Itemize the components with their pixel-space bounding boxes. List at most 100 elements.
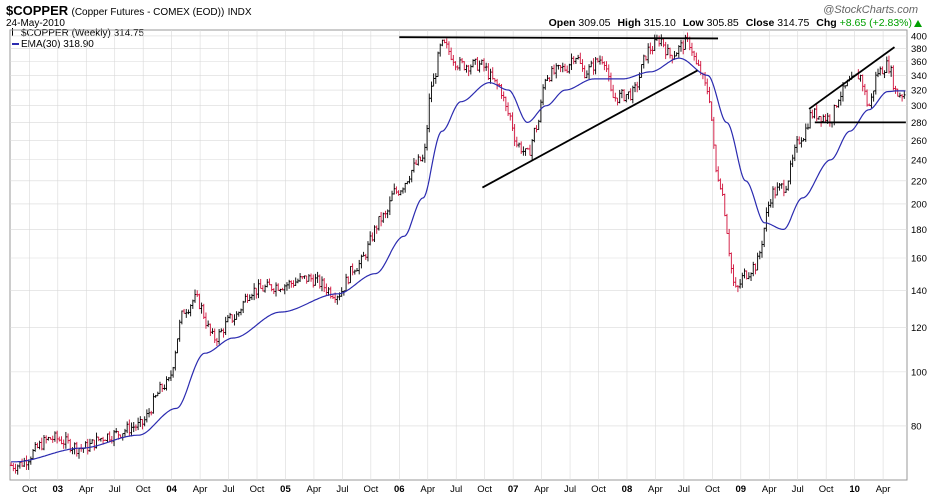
price-bar xyxy=(627,91,630,100)
price-bar xyxy=(233,314,236,326)
price-bar xyxy=(241,300,245,314)
exchange: INDX xyxy=(227,7,252,18)
price-bar xyxy=(467,64,470,77)
price-bar xyxy=(136,417,140,431)
plot-frame xyxy=(9,29,908,481)
price-bar xyxy=(353,269,357,275)
price-bar xyxy=(268,278,271,286)
x-tick-label: Apr xyxy=(193,484,208,495)
price-bar xyxy=(887,55,891,74)
stockcharts-logo: @StockCharts.com xyxy=(823,4,918,16)
price-bar xyxy=(662,38,665,48)
x-tick-label: 04 xyxy=(166,484,177,495)
price-bar xyxy=(14,463,17,474)
price-bar xyxy=(75,441,79,457)
price-bar xyxy=(209,323,212,337)
trendline xyxy=(399,36,719,40)
price-bar xyxy=(130,422,133,437)
price-bar xyxy=(427,93,431,133)
legend-price-label: $COPPER (Weekly) 314.75 xyxy=(21,28,145,39)
x-tick-label: Oct xyxy=(705,484,720,495)
price-bar xyxy=(25,455,28,471)
ema-line xyxy=(11,57,906,463)
price-bar xyxy=(114,428,118,434)
price-bar xyxy=(773,186,777,199)
chart-date: 24-May-2010 xyxy=(6,18,65,29)
price-bar xyxy=(528,144,532,156)
price-bar xyxy=(633,82,637,93)
price-bar xyxy=(325,283,328,296)
price-bar xyxy=(561,62,565,73)
price-bar xyxy=(228,312,232,319)
low-value: 305.85 xyxy=(706,17,739,29)
price-bar xyxy=(754,263,757,275)
legend: $COPPER (Weekly) 314.75 EMA(30) 318.90 xyxy=(12,28,144,50)
price-bar xyxy=(204,312,208,329)
trendline xyxy=(808,46,896,110)
price-bar xyxy=(622,89,626,102)
y-tick-label: 160 xyxy=(911,253,927,264)
price-bar xyxy=(690,42,694,56)
price-bar xyxy=(77,448,81,459)
price-bar xyxy=(373,225,376,242)
price-bar xyxy=(123,428,127,437)
price-bar xyxy=(618,89,622,104)
price-bar xyxy=(760,240,764,258)
y-tick-label: 280 xyxy=(911,118,927,129)
price-bar xyxy=(806,123,810,130)
price-bar xyxy=(320,276,324,292)
price-bar xyxy=(292,280,295,288)
x-tick-label: 10 xyxy=(849,484,860,495)
price-bar xyxy=(86,438,90,455)
price-bar xyxy=(800,137,803,148)
price-bar xyxy=(631,85,635,104)
x-tick-label: Jul xyxy=(109,484,121,495)
price-bar xyxy=(349,265,352,284)
price-bar xyxy=(134,424,138,431)
price-bar xyxy=(524,148,527,156)
price-bar xyxy=(491,67,495,80)
price-bar xyxy=(786,180,790,191)
price-bar xyxy=(252,283,256,301)
price-bar xyxy=(64,431,68,449)
price-bar xyxy=(377,215,381,231)
price-bar xyxy=(200,302,203,314)
price-bar xyxy=(730,252,733,274)
price-bar xyxy=(189,304,192,317)
symbol-description: (Copper Futures - COMEX (EOD)) xyxy=(71,7,225,18)
y-tick-label: 100 xyxy=(911,367,927,378)
price-bar xyxy=(668,47,672,59)
price-bar xyxy=(184,308,188,318)
y-tick-label: 380 xyxy=(911,44,927,55)
price-bar xyxy=(725,213,729,234)
price-bar xyxy=(861,74,864,92)
x-tick-label: Apr xyxy=(876,484,891,495)
price-bar xyxy=(263,284,267,293)
chg-label: Chg xyxy=(816,17,837,29)
y-tick-label: 180 xyxy=(911,225,927,236)
x-tick-label: Apr xyxy=(534,484,549,495)
price-bar xyxy=(478,60,481,73)
price-bar xyxy=(500,84,503,99)
y-axis: 80 100 120 140 160 180 200 220 240 260 280 300 320 34… xyxy=(911,31,927,432)
price-bar xyxy=(309,273,313,282)
ohlc-icon xyxy=(12,28,19,36)
price-bar xyxy=(401,187,405,194)
price-bar xyxy=(863,83,867,96)
x-tick-label: Apr xyxy=(648,484,663,495)
price-bars xyxy=(9,32,906,475)
price-bar xyxy=(732,264,735,287)
x-tick-label: Jul xyxy=(222,484,234,495)
price-bar xyxy=(436,51,440,77)
price-bar xyxy=(452,54,455,66)
price-bar xyxy=(885,56,889,74)
price-bar xyxy=(171,366,175,378)
price-bar xyxy=(305,275,308,284)
price-bar xyxy=(776,182,779,196)
price-bar xyxy=(390,190,394,202)
y-tick-label: 260 xyxy=(911,136,927,147)
price-bar xyxy=(163,384,166,391)
x-tick-label: Oct xyxy=(250,484,265,495)
price-bar xyxy=(716,166,720,182)
